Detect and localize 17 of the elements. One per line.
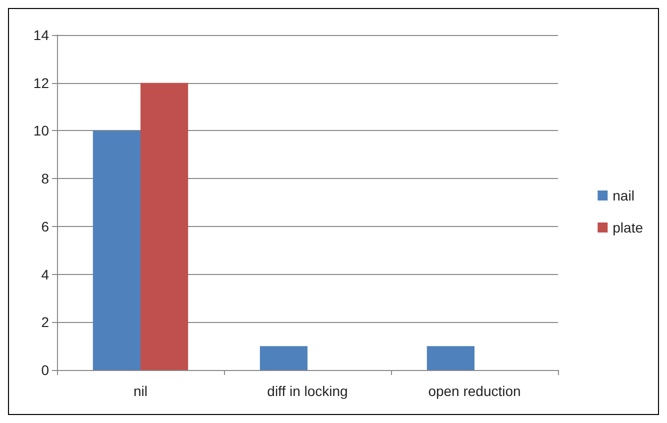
- y-tick-label: 4: [41, 266, 50, 282]
- bar: [140, 82, 188, 370]
- y-tick-label: 2: [41, 314, 50, 330]
- y-tick-label: 12: [33, 74, 50, 91]
- bar: [260, 346, 308, 370]
- y-tick-label: 0: [41, 362, 50, 378]
- x-tick-label: nil: [133, 383, 148, 399]
- legend-label: nail: [612, 188, 634, 204]
- x-tick-label: open reduction: [428, 383, 521, 399]
- y-tick-label: 8: [41, 170, 50, 187]
- x-tick-label: diff in locking: [267, 383, 348, 399]
- y-tick-label: 14: [33, 27, 50, 43]
- bar: [426, 346, 474, 370]
- legend-label: plate: [612, 220, 644, 236]
- y-tick-label: 6: [41, 218, 50, 234]
- bar: [92, 130, 140, 370]
- y-tick-label: 10: [33, 122, 50, 139]
